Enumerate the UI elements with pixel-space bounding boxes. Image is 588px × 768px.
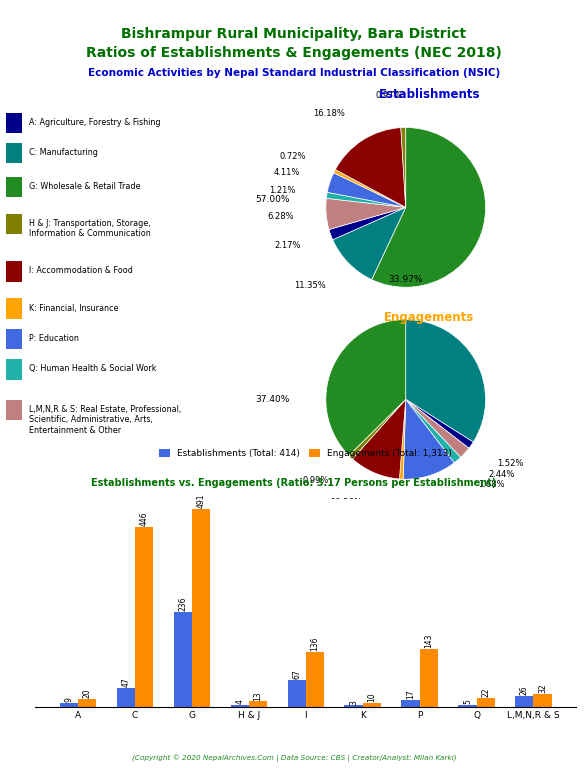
Bar — [6, 214, 22, 234]
Wedge shape — [406, 399, 473, 449]
Bar — [458, 704, 476, 707]
Text: 2.44%: 2.44% — [489, 470, 515, 479]
Text: 22: 22 — [481, 687, 490, 697]
Wedge shape — [334, 170, 406, 207]
Bar — [363, 703, 381, 707]
Wedge shape — [326, 198, 406, 230]
Text: 16.18%: 16.18% — [313, 109, 345, 118]
Wedge shape — [406, 399, 469, 457]
Wedge shape — [333, 207, 406, 280]
Text: 2.17%: 2.17% — [274, 241, 300, 250]
Wedge shape — [326, 319, 406, 455]
Text: 1.21%: 1.21% — [269, 186, 295, 195]
Wedge shape — [403, 399, 455, 479]
Text: Economic Activities by Nepal Standard Industrial Classification (NSIC): Economic Activities by Nepal Standard In… — [88, 68, 500, 78]
Text: 0.97%: 0.97% — [376, 91, 402, 100]
Wedge shape — [329, 207, 406, 240]
Bar — [402, 700, 420, 707]
Text: 491: 491 — [196, 494, 206, 508]
Text: 0.99%: 0.99% — [302, 476, 329, 485]
Text: Establishments vs. Engagements (Ratio: 3.17 Persons per Establishment): Establishments vs. Engagements (Ratio: 3… — [91, 478, 497, 488]
Wedge shape — [372, 127, 486, 287]
Text: 47: 47 — [121, 677, 131, 687]
Wedge shape — [406, 319, 486, 442]
Text: 5: 5 — [463, 699, 472, 703]
Text: 236: 236 — [178, 596, 188, 611]
Wedge shape — [349, 399, 406, 459]
Bar — [306, 652, 324, 707]
Bar — [476, 697, 495, 707]
Bar — [345, 705, 363, 707]
Bar — [78, 699, 96, 707]
Text: 143: 143 — [424, 634, 433, 648]
Text: P: Education: P: Education — [29, 334, 79, 343]
Bar — [515, 696, 533, 707]
Bar — [6, 177, 22, 197]
Bar — [249, 701, 267, 707]
Text: 1.52%: 1.52% — [497, 459, 524, 468]
Legend: Establishments (Total: 414), Engagements (Total: 1,313): Establishments (Total: 414), Engagements… — [156, 445, 456, 462]
Text: 57.00%: 57.00% — [255, 195, 290, 204]
Text: G: Wholesale & Retail Trade: G: Wholesale & Retail Trade — [29, 182, 141, 191]
Text: 10: 10 — [368, 692, 376, 702]
Bar — [117, 687, 135, 707]
Text: 17: 17 — [406, 690, 415, 699]
Bar — [6, 400, 22, 420]
Bar — [192, 509, 210, 707]
Wedge shape — [326, 192, 406, 207]
Bar — [6, 261, 22, 282]
Text: L,M,N,R & S: Real Estate, Professional,
Scientific, Administrative, Arts,
Entert: L,M,N,R & S: Real Estate, Professional, … — [29, 405, 182, 435]
Text: 1.68%: 1.68% — [478, 480, 505, 489]
Wedge shape — [328, 173, 406, 207]
Text: 10.89%: 10.89% — [440, 502, 472, 510]
Text: 10.36%: 10.36% — [330, 498, 362, 507]
Wedge shape — [406, 399, 460, 463]
Wedge shape — [335, 127, 406, 207]
Text: 0.76%: 0.76% — [373, 507, 400, 515]
Text: 4.11%: 4.11% — [273, 168, 299, 177]
Text: 4: 4 — [235, 700, 244, 704]
Text: 11.35%: 11.35% — [294, 281, 326, 290]
Bar — [135, 527, 153, 707]
Text: I: Accommodation & Food: I: Accommodation & Food — [29, 266, 133, 276]
Text: 20: 20 — [83, 688, 92, 697]
Text: 32: 32 — [538, 684, 547, 693]
Bar — [533, 694, 552, 707]
Text: Engagements: Engagements — [384, 311, 475, 324]
Text: A: Agriculture, Forestry & Fishing: A: Agriculture, Forestry & Fishing — [29, 118, 161, 127]
Text: 33.97%: 33.97% — [389, 275, 423, 284]
Text: K: Financial, Insurance: K: Financial, Insurance — [29, 303, 119, 313]
Bar — [6, 359, 22, 379]
Wedge shape — [352, 399, 406, 479]
Bar — [6, 113, 22, 133]
Text: 9: 9 — [65, 697, 74, 702]
Bar — [173, 611, 192, 707]
Text: 67: 67 — [292, 669, 301, 679]
Text: 136: 136 — [310, 637, 319, 651]
Text: C: Manufacturing: C: Manufacturing — [29, 148, 98, 157]
Text: Q: Human Health & Social Work: Q: Human Health & Social Work — [29, 364, 157, 373]
Bar — [420, 649, 438, 707]
Wedge shape — [401, 127, 406, 207]
Text: 6.28%: 6.28% — [268, 212, 294, 221]
Text: 3: 3 — [349, 700, 358, 704]
Bar — [6, 329, 22, 349]
Bar — [60, 703, 78, 707]
Bar — [230, 705, 249, 707]
Text: Ratios of Establishments & Engagements (NEC 2018): Ratios of Establishments & Engagements (… — [86, 46, 502, 60]
Wedge shape — [399, 399, 406, 479]
Text: H & J: Transportation, Storage,
Information & Communication: H & J: Transportation, Storage, Informat… — [29, 219, 151, 238]
Bar — [288, 680, 306, 707]
Text: (Copyright © 2020 NepalArchives.Com | Data Source: CBS | Creator/Analyst: Milan : (Copyright © 2020 NepalArchives.Com | Da… — [132, 754, 456, 762]
Bar — [6, 299, 22, 319]
Text: Bishrampur Rural Municipality, Bara District: Bishrampur Rural Municipality, Bara Dist… — [122, 27, 466, 41]
Text: Establishments: Establishments — [379, 88, 480, 101]
Text: 13: 13 — [253, 691, 262, 700]
Text: 26: 26 — [520, 686, 529, 695]
Text: 0.72%: 0.72% — [279, 152, 306, 161]
Text: 37.40%: 37.40% — [256, 395, 290, 404]
Text: 446: 446 — [139, 511, 149, 526]
Bar — [6, 143, 22, 164]
